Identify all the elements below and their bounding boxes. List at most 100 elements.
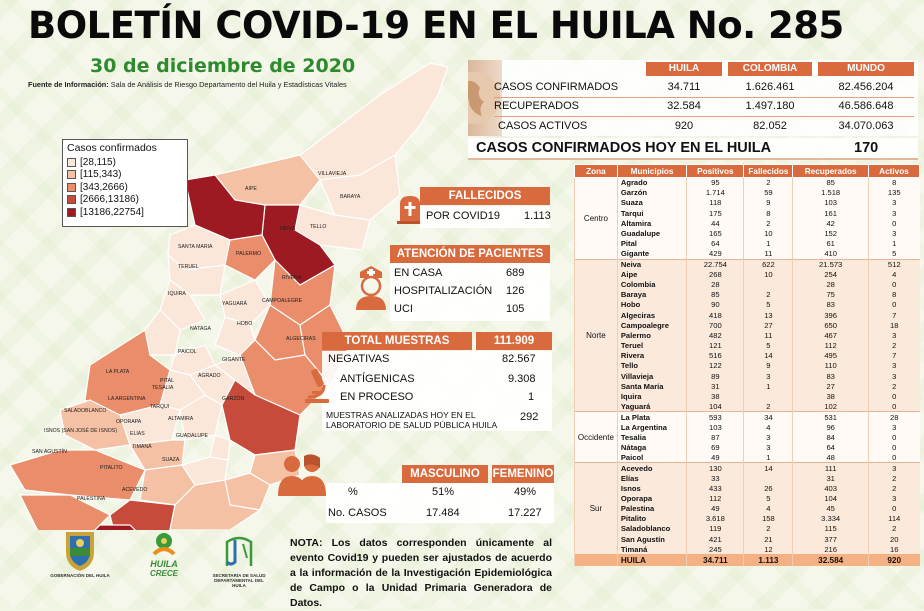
deaths-title: FALLECIDOS — [420, 187, 550, 205]
value-cell: 3 — [867, 228, 920, 239]
map-label: ELÍAS — [130, 430, 145, 437]
value-cell: 83 — [792, 371, 869, 382]
value-cell: 33 — [686, 472, 744, 484]
value-cell: 21 — [743, 534, 793, 545]
legend-item: [343,2666) — [67, 181, 183, 194]
table-row: Gigante 429 11 410 5 — [575, 248, 920, 259]
gender-body: % 51% 49% No. CASOS 17.484 17.227 — [326, 483, 554, 523]
map-label: PALESTINA — [77, 496, 106, 502]
summary-value: 1.497.180 — [745, 100, 795, 112]
value-cell: 45 — [792, 503, 869, 514]
value-cell — [743, 472, 793, 484]
value-cell: 115 — [792, 523, 869, 535]
summary-col-huila: HUILA — [646, 62, 722, 76]
gender-cases-female: 17.227 — [508, 507, 542, 519]
value-cell: 482 — [686, 330, 744, 341]
municipality-cell: Paicol — [616, 452, 687, 463]
table-row: Baraya 85 2 75 8 — [575, 289, 920, 300]
legend-swatch — [67, 182, 76, 192]
value-cell: 3 — [867, 422, 920, 433]
value-cell: 410 — [792, 248, 869, 259]
value-cell: 9 — [743, 197, 793, 209]
value-cell: 700 — [686, 320, 744, 331]
attention-label: UCI — [394, 303, 413, 315]
table-row: Paicol 49 1 48 0 — [575, 452, 920, 463]
value-cell: 1 — [743, 381, 793, 392]
value-cell: 418 — [686, 309, 744, 321]
samples-total: 111.909 — [476, 332, 552, 350]
value-cell: 28 — [867, 411, 920, 422]
value-cell: 38 — [792, 391, 869, 402]
gender-female-header: FEMENINO — [492, 465, 554, 483]
huila-map: VILLAVIEJA BARAYA TELLO AIPE NEIVA SANTA… — [9, 62, 449, 530]
municipality-cell: Suaza — [616, 197, 687, 209]
value-cell — [743, 391, 793, 402]
source-text: Sala de Análisis de Riesgo Departamento … — [110, 80, 347, 89]
divider — [494, 97, 914, 98]
map-legend: Casos confirmados [28,115) [115,343) [34… — [62, 139, 188, 227]
table-row: San Agustín 421 21 377 20 — [575, 534, 920, 545]
value-cell: 103 — [686, 422, 744, 433]
summary-value: 920 — [674, 120, 694, 132]
legend-swatch — [67, 170, 76, 180]
municipality-cell: Hobo — [616, 299, 687, 310]
municipality-cell: Pitalito — [616, 513, 687, 524]
value-cell: 14 — [743, 350, 793, 361]
secretaria-salud-text: SECRETARÍA DE SALUD DEPARTAMENTAL DEL HU… — [212, 573, 266, 588]
summary-label: CASOS CONFIRMADOS — [494, 81, 619, 93]
today-cases: CASOS CONFIRMADOS HOY EN EL HUILA 170 — [468, 138, 918, 160]
value-cell: 516 — [686, 350, 744, 361]
map-label: PITALITO — [100, 465, 123, 471]
value-cell: 85 — [792, 177, 869, 188]
zone-group: Norte Neiva 22.754 622 21.573 512 Aipe 268 10 254… — [574, 258, 920, 412]
attention-value: 126 — [506, 285, 525, 297]
table-row: Norte Neiva 22.754 622 21.573 512 — [574, 258, 920, 412]
map-label: SALADOBLANCO — [64, 408, 106, 414]
map-region-yaguara — [219, 279, 271, 326]
value-cell: 3.618 — [686, 513, 744, 524]
samples-label: NEGATIVAS — [328, 353, 390, 365]
value-cell: 1 — [743, 452, 793, 463]
value-cell: 96 — [792, 422, 869, 433]
attention-title: ATENCIÓN DE PACIENTES — [390, 245, 550, 263]
gender-male-header: MASCULINO — [402, 465, 488, 483]
gender-pct-male: 51% — [432, 486, 455, 498]
value-cell: 2 — [743, 523, 793, 535]
value-cell: 1.518 — [792, 187, 869, 198]
map-label: LA ARGENTINA — [108, 396, 146, 402]
value-cell: 158 — [743, 513, 793, 524]
secretaria-salud-logo: SECRETARÍA DE SALUD DEPARTAMENTAL DEL HU… — [212, 532, 266, 588]
legend-title: Casos confirmados — [67, 142, 157, 154]
value-cell: 34 — [743, 411, 793, 422]
value-cell: 0 — [867, 401, 920, 412]
map-label: GARZÓN — [222, 395, 244, 402]
map-region-villavieja — [299, 62, 449, 181]
bulletin-date: 30 de diciembre de 2020 — [90, 55, 356, 77]
legend-label: [2666,13186) — [80, 194, 139, 206]
nurse-icon — [352, 262, 390, 310]
value-cell: 90 — [686, 299, 744, 310]
samples-value: 82.567 — [502, 353, 536, 365]
table-row: Palermo 482 11 467 3 — [575, 330, 920, 341]
microscope-icon — [300, 366, 334, 408]
map-label: NÁTAGA — [190, 325, 211, 332]
value-cell: 11 — [743, 330, 793, 341]
value-cell: 495 — [792, 350, 869, 361]
municipality-cell: Aipe — [616, 269, 687, 280]
table-header: Recuperados — [792, 164, 869, 178]
municipality-cell: Guadalupe — [616, 228, 687, 239]
value-cell: 3 — [867, 208, 920, 219]
municipality-cell: Oporapa — [616, 493, 687, 504]
value-cell: 111 — [792, 462, 869, 473]
value-cell: 3 — [743, 432, 793, 443]
zone-cell: Sur — [574, 462, 618, 555]
value-cell: 2 — [867, 483, 920, 494]
value-cell: 0 — [867, 218, 920, 229]
map-label: TESALIA — [152, 385, 174, 391]
municipality-cell: Nátaga — [616, 442, 687, 453]
samples-value: 9.308 — [508, 373, 536, 385]
value-cell: 403 — [792, 483, 869, 494]
table-row: Sur Acevedo 130 14 111 3 — [574, 462, 920, 555]
map-label: AGRADO — [198, 373, 220, 379]
municipality-cell: Santa María — [616, 381, 687, 392]
